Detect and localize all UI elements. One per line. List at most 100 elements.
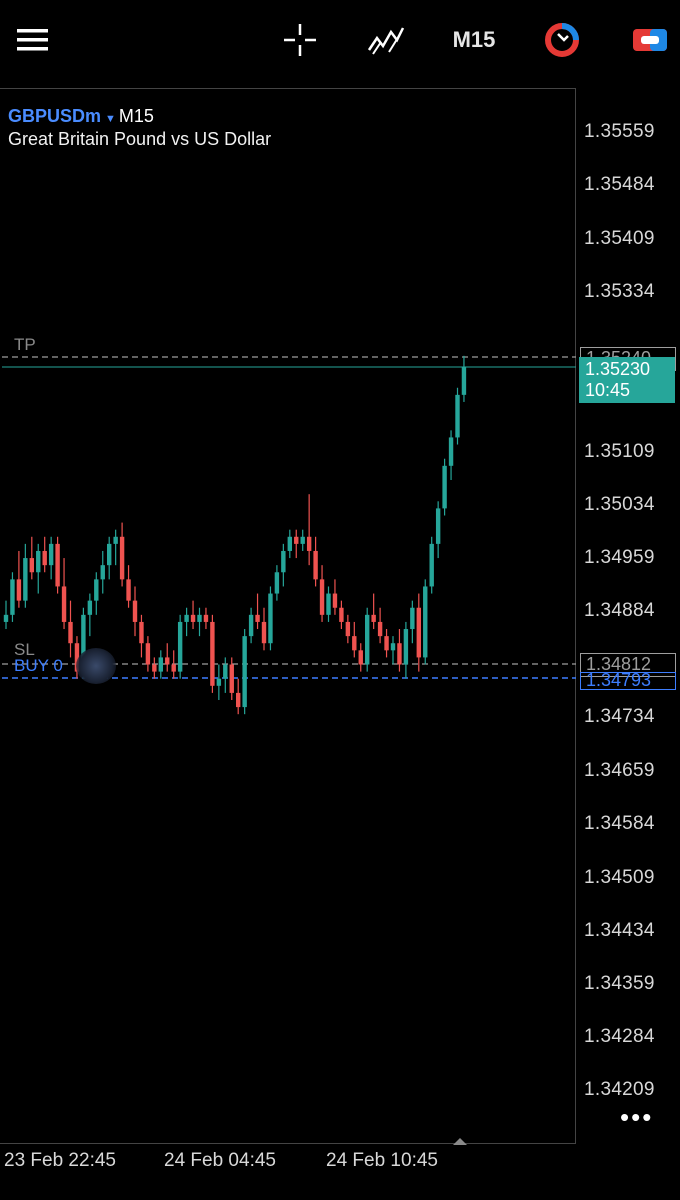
candle xyxy=(152,657,157,679)
price-tick-label: 1.34734 xyxy=(584,706,655,727)
price-tick-label: 1.35109 xyxy=(584,441,655,462)
candle xyxy=(423,579,428,665)
candle xyxy=(429,536,434,594)
crosshair-icon[interactable] xyxy=(278,18,322,62)
candle xyxy=(397,629,402,672)
candle xyxy=(410,600,415,644)
candle xyxy=(177,614,183,679)
candle xyxy=(455,387,460,445)
price-axis[interactable]: 1.35559 1.35484 1.35409 1.35334 1.35109 1.350… xyxy=(576,88,680,1144)
sl-line-label[interactable]: SL xyxy=(14,640,35,659)
candle xyxy=(352,621,357,658)
candle xyxy=(248,607,254,644)
candle xyxy=(94,572,99,615)
candle xyxy=(435,501,441,559)
candle xyxy=(377,607,383,644)
candle xyxy=(184,607,189,637)
candle xyxy=(16,550,22,608)
price-tick-label: 1.34884 xyxy=(584,600,655,621)
candle xyxy=(294,529,299,559)
candle xyxy=(332,579,338,615)
candle xyxy=(132,586,138,637)
candle xyxy=(403,621,409,679)
candle xyxy=(306,494,312,566)
candle xyxy=(29,536,34,580)
time-tick-label: 24 Feb 10:45 xyxy=(326,1150,438,1171)
candle xyxy=(384,629,389,658)
candle xyxy=(145,636,151,672)
candle xyxy=(390,636,396,665)
candle xyxy=(216,664,222,700)
candle xyxy=(119,522,125,587)
current-price-box: 1.35230 10:45 xyxy=(579,357,675,403)
candle xyxy=(48,536,54,580)
price-tick-label: 1.34209 xyxy=(584,1079,655,1100)
candle xyxy=(113,529,118,566)
candle xyxy=(461,355,467,402)
buy-line-label[interactable]: BUY 0 xyxy=(14,656,63,675)
candle xyxy=(23,543,28,608)
time-tick-label: 23 Feb 22:45 xyxy=(4,1150,116,1171)
symbol-name[interactable]: GBPUSDm xyxy=(8,106,102,126)
symbol-dropdown-icon[interactable]: ▼ xyxy=(105,113,116,125)
chart-shift-marker-icon[interactable] xyxy=(450,1136,470,1146)
candle xyxy=(190,600,196,630)
chart-area[interactable] xyxy=(0,88,576,1144)
buy-price-box: 1.34793 xyxy=(580,672,676,690)
more-dots-icon[interactable]: ••• xyxy=(620,1102,654,1132)
candle xyxy=(55,536,60,594)
candle xyxy=(3,600,9,630)
candle xyxy=(365,607,370,672)
candle xyxy=(229,657,234,700)
candle xyxy=(139,614,144,658)
top-toolbar: M15 xyxy=(0,0,680,84)
candle xyxy=(326,586,331,622)
candle xyxy=(10,572,15,622)
candle xyxy=(223,657,228,693)
candle xyxy=(236,678,241,715)
candle xyxy=(100,550,105,594)
candle xyxy=(268,586,273,651)
one-click-trade-icon[interactable] xyxy=(540,18,584,62)
candle xyxy=(345,614,351,644)
candle xyxy=(165,643,170,672)
candle xyxy=(287,529,292,559)
candle xyxy=(61,558,67,630)
price-tick-label: 1.34659 xyxy=(584,760,655,781)
candle xyxy=(107,536,112,580)
current-price: 1.35230 xyxy=(585,359,651,379)
candle xyxy=(210,614,215,693)
time-axis[interactable]: 23 Feb 22:45 24 Feb 04:45 24 Feb 10:45 xyxy=(0,1146,576,1176)
price-tick-label: 1.34584 xyxy=(584,813,655,834)
symbol-header[interactable]: GBPUSDm ▼ M15 xyxy=(8,106,154,127)
candle xyxy=(68,600,73,658)
sl-price-box: 1.34812 xyxy=(580,653,676,677)
price-tick-label: 1.35034 xyxy=(584,494,655,515)
price-tick-label: 1.34959 xyxy=(584,547,655,568)
candle xyxy=(300,529,305,551)
hamburger-menu-icon[interactable] xyxy=(10,18,56,62)
candle xyxy=(197,607,202,637)
candle xyxy=(203,607,209,630)
price-tick-label: 1.34509 xyxy=(584,867,655,888)
candle xyxy=(126,565,131,608)
account-switch-icon[interactable] xyxy=(628,18,672,62)
candle xyxy=(281,543,286,587)
candle xyxy=(255,593,260,630)
candle xyxy=(448,430,454,481)
candle xyxy=(42,536,47,573)
drag-handle[interactable] xyxy=(76,648,116,684)
price-tick-label: 1.35409 xyxy=(584,228,655,249)
candle xyxy=(442,458,447,516)
candle xyxy=(274,565,280,601)
candle xyxy=(371,593,376,630)
candle xyxy=(87,593,93,637)
tp-line-label[interactable]: TP xyxy=(14,335,36,354)
candle xyxy=(319,565,325,622)
price-tick-label: 1.35334 xyxy=(584,281,655,302)
indicators-icon[interactable] xyxy=(364,18,408,62)
timeframe-button[interactable]: M15 xyxy=(452,27,496,52)
price-tick-label: 1.34434 xyxy=(584,920,655,941)
candle xyxy=(313,536,318,587)
candle xyxy=(242,629,247,715)
